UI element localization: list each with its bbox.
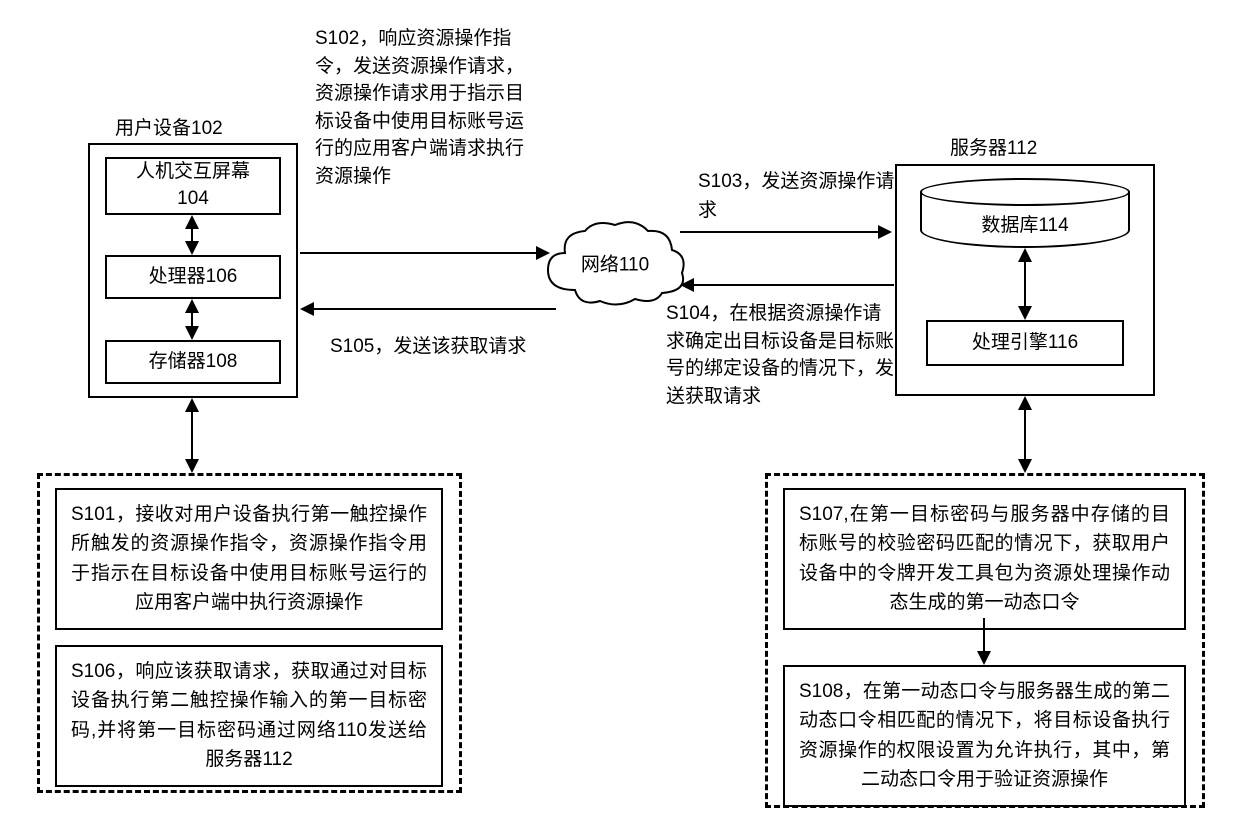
s103-label: S103，发送资源操作请求 [698, 168, 898, 225]
network-label: 网络110 [540, 249, 690, 276]
diagram-root: 用户设备102 人机交互屏幕 104 处理器106 存储器108 服务器112 … [0, 0, 1239, 819]
s102-arrow-head [536, 246, 550, 260]
s105-arrow-line [314, 308, 556, 310]
s106-box: S106，响应该获取请求，获取通过对目标设备执行第二触控操作输入的第一目标密码,… [55, 645, 443, 787]
server-title: 服务器112 [950, 135, 1037, 164]
memory-box: 存储器108 [105, 340, 281, 384]
srv-arrow-up [1018, 248, 1032, 262]
ud-to-dash-down [185, 459, 199, 473]
s104-label: S104，在根据资源操作请求确定出目标设备是目标账号的绑定设备的情况下，发送获取… [666, 300, 898, 410]
s107-box: S107,在第一目标密码与服务器中存储的目标账号的校验密码匹配的情况下，获取用户… [783, 488, 1186, 630]
s102-label: S102，响应资源操作指令，发送资源操作请求，资源操作请求用于指示目标设备中使用… [315, 25, 540, 190]
ud-arrow2-up [185, 299, 199, 313]
network-cloud: 网络110 [540, 215, 690, 310]
processor-box: 处理器106 [105, 255, 281, 299]
srv-to-dash-down [1018, 459, 1032, 473]
srv-to-dash-up [1018, 396, 1032, 410]
s105-label: S105，发送该获取请求 [330, 333, 550, 362]
engine-box: 处理引擎116 [926, 320, 1124, 366]
s104-arrow-line [694, 284, 894, 286]
s108-box: S108，在第一动态口令与服务器生成的第二动态口令相匹配的情况下，将目标设备执行… [783, 665, 1186, 807]
database-label: 数据库114 [920, 210, 1130, 237]
srv-arrow-down [1018, 306, 1032, 320]
s101-box: S101，接收对用户设备执行第一触控操作所触发的资源操作指令，资源操作指令用于指… [55, 488, 443, 630]
hmi-screen-box: 人机交互屏幕 104 [105, 157, 281, 215]
s104-arrow-head [680, 278, 694, 292]
database-cylinder: 数据库114 [920, 178, 1130, 248]
ud-to-dash-up [185, 398, 199, 412]
user-device-title: 用户设备102 [115, 115, 223, 144]
s107-s108-head [977, 651, 991, 665]
s102-arrow-line [300, 252, 538, 254]
ud-arrow1-up [185, 215, 199, 229]
s103-arrow-head [878, 225, 892, 239]
ud-arrow2-down [185, 326, 199, 340]
s103-arrow-line [680, 231, 880, 233]
s105-arrow-head [300, 302, 314, 316]
ud-arrow1-down [185, 241, 199, 255]
